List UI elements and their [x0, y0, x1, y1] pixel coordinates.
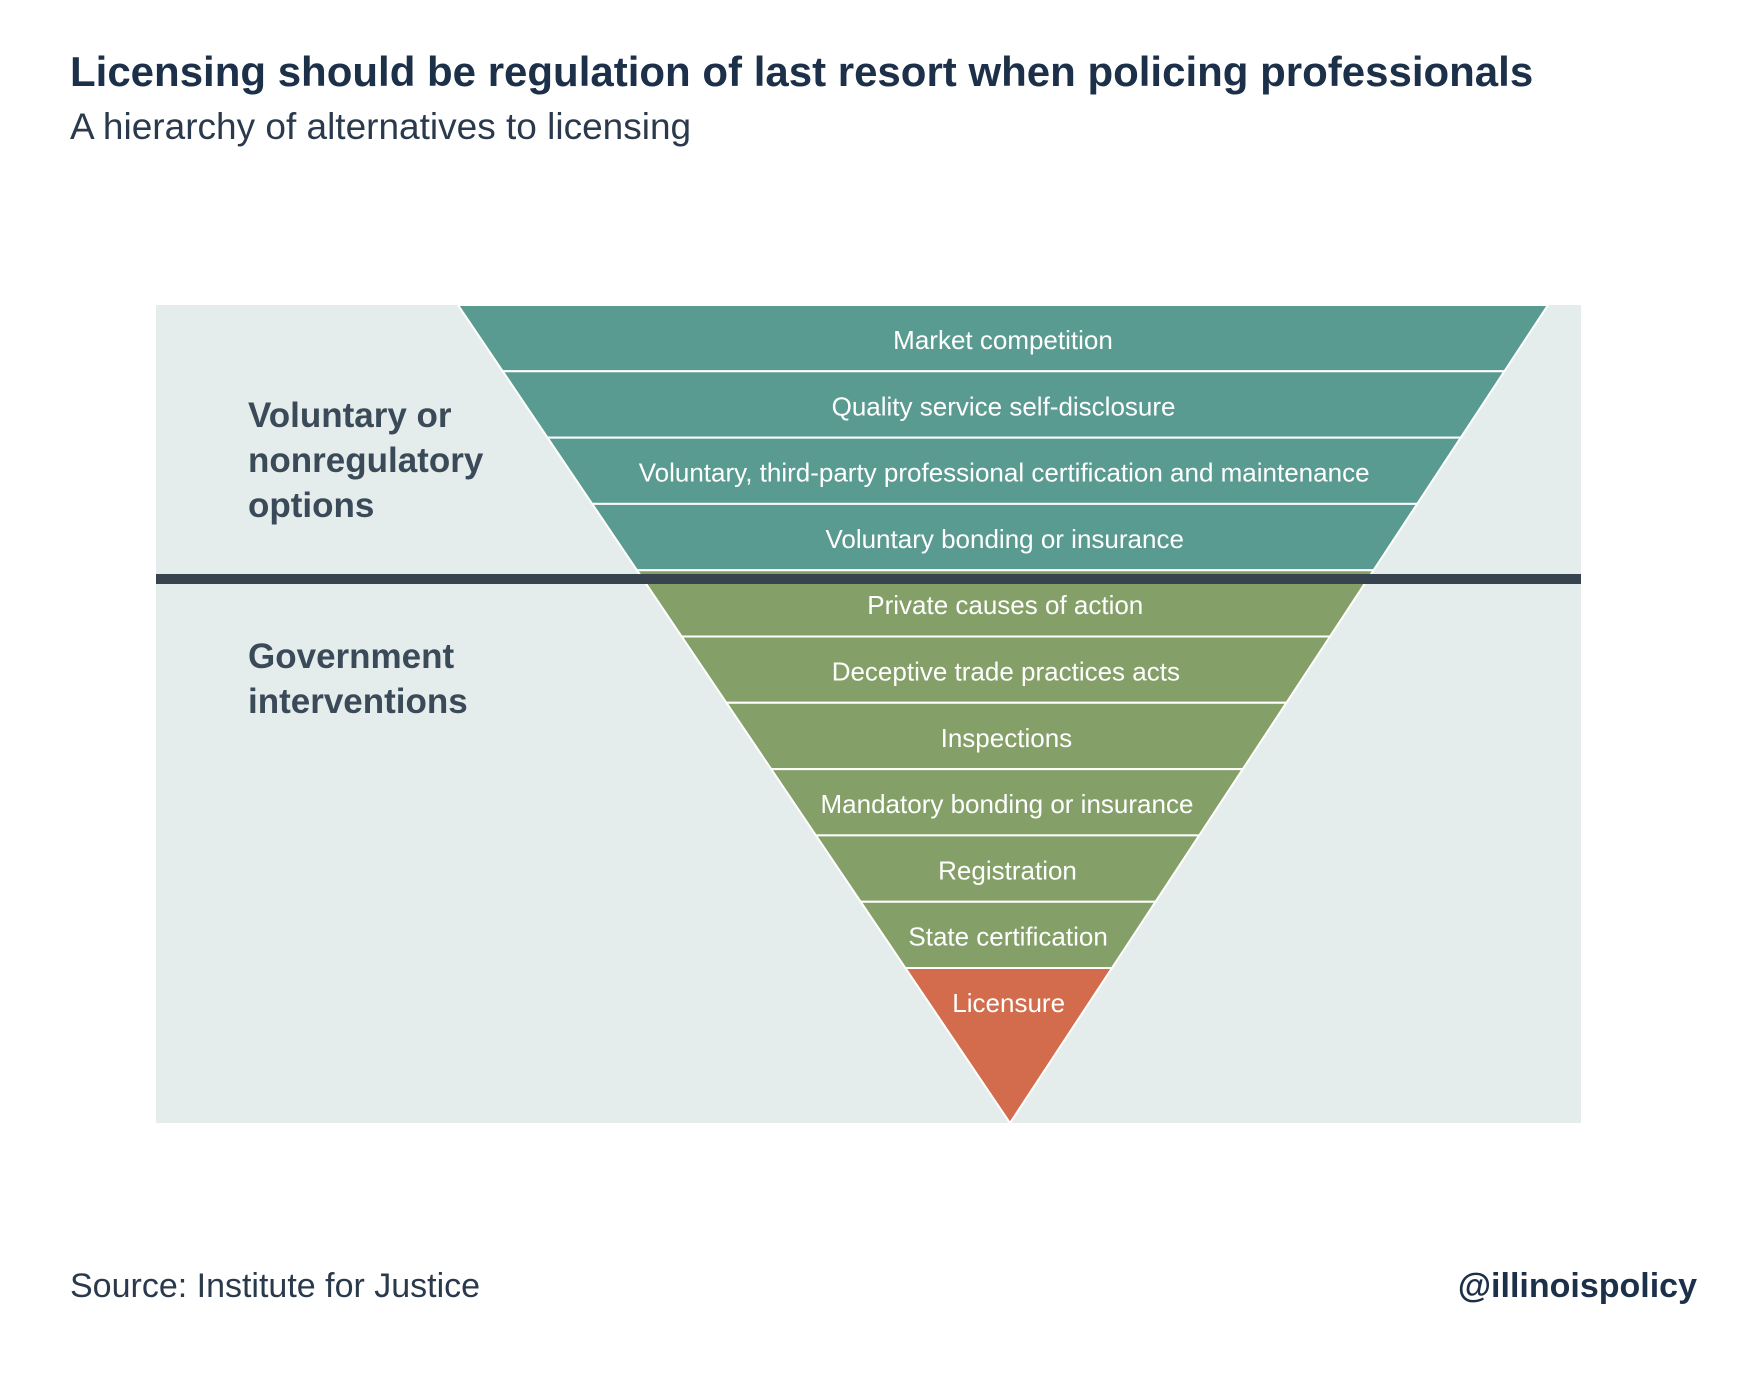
pyramid-band-label: Private causes of action [867, 590, 1143, 620]
source-note: Source: Institute for Justice [70, 1267, 481, 1305]
pyramid-band-label: Market competition [893, 325, 1113, 355]
social-handle: @illinoispolicy [1457, 1267, 1697, 1305]
pyramid-band-label: Mandatory bonding or insurance [821, 789, 1194, 819]
pyramid-band-label: Voluntary bonding or insurance [825, 524, 1183, 554]
pyramid-bands: Market competition Quality service self-d… [456, 304, 1550, 1125]
pyramid-band-label: Inspections [941, 723, 1073, 753]
group-label-voluntary: Voluntary or nonregulatory options [248, 396, 484, 525]
pyramid-band-label: State certification [908, 922, 1107, 952]
group-label-government: Government interventions [248, 637, 468, 721]
pyramid-band [903, 967, 1114, 1125]
pyramid-band-label: Quality service self-disclosure [832, 391, 1176, 421]
group-divider [156, 574, 1581, 584]
chart-subtitle: A hierarchy of alternatives to licensing [70, 106, 692, 147]
pyramid-band-label: Registration [938, 855, 1077, 885]
pyramid-band-label: Deceptive trade practices acts [832, 657, 1180, 687]
pyramid-band-label: Voluntary, third-party professional cert… [639, 458, 1370, 488]
pyramid-band-label: Licensure [952, 988, 1065, 1018]
chart-title: Licensing should be regulation of last r… [70, 48, 1534, 95]
